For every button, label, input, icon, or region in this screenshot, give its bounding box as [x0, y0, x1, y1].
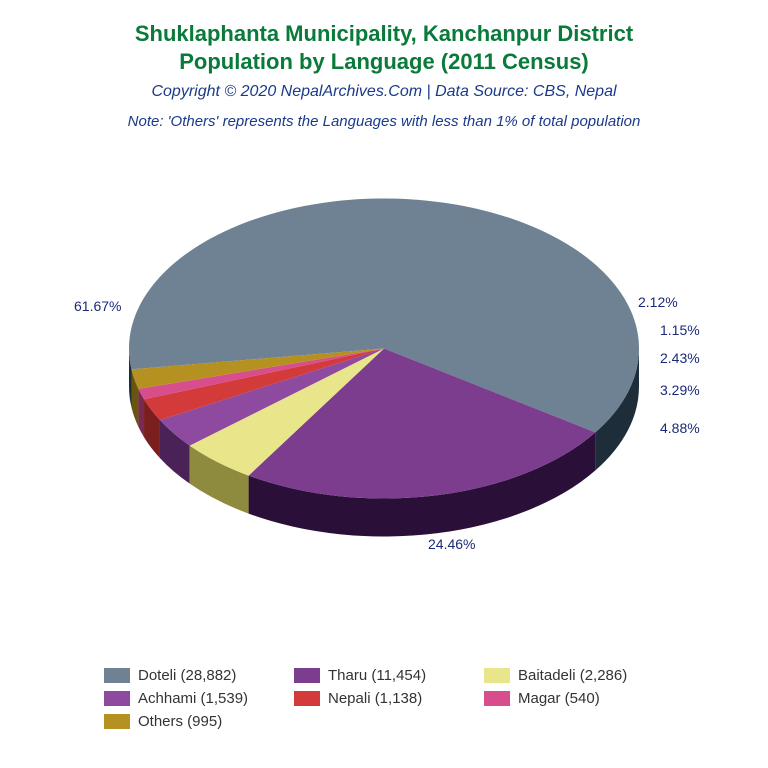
legend-item: Nepali (1,138)	[294, 690, 474, 707]
legend-item: Baitadeli (2,286)	[484, 667, 664, 684]
chart-subtitle: Copyright © 2020 NepalArchives.Com | Dat…	[0, 83, 768, 101]
legend-item: Magar (540)	[484, 690, 664, 707]
pct-label: 4.88%	[660, 420, 700, 436]
legend-swatch	[294, 668, 320, 683]
pct-label: 1.15%	[660, 322, 700, 338]
legend-swatch	[294, 691, 320, 706]
legend-text: Doteli (28,882)	[138, 667, 236, 684]
legend-item: Achhami (1,539)	[104, 690, 284, 707]
pct-label: 3.29%	[660, 382, 700, 398]
legend-swatch	[104, 714, 130, 729]
chart-note: Note: 'Others' represents the Languages …	[0, 113, 768, 130]
legend-swatch	[484, 668, 510, 683]
pie-chart: 61.67% 24.46% 4.88% 3.29% 2.43% 1.15% 2.12%	[0, 160, 768, 580]
legend-text: Magar (540)	[518, 690, 600, 707]
chart-header: Shuklaphanta Municipality, Kanchanpur Di…	[0, 0, 768, 130]
legend-text: Baitadeli (2,286)	[518, 667, 627, 684]
legend: Doteli (28,882) Tharu (11,454) Baitadeli (…	[104, 667, 664, 730]
legend-swatch	[104, 691, 130, 706]
pie-wrap	[119, 189, 649, 552]
legend-item: Tharu (11,454)	[294, 667, 474, 684]
pct-label: 24.46%	[428, 536, 475, 552]
pie-svg	[119, 189, 649, 547]
title-line-1: Shuklaphanta Municipality, Kanchanpur Di…	[135, 21, 633, 46]
legend-text: Achhami (1,539)	[138, 690, 248, 707]
pct-label: 2.43%	[660, 350, 700, 366]
legend-text: Tharu (11,454)	[328, 667, 426, 684]
legend-swatch	[104, 668, 130, 683]
legend-text: Others (995)	[138, 713, 222, 730]
legend-item: Others (995)	[104, 713, 284, 730]
legend-swatch	[484, 691, 510, 706]
pct-label: 2.12%	[638, 294, 678, 310]
pct-label: 61.67%	[74, 298, 121, 314]
legend-text: Nepali (1,138)	[328, 690, 422, 707]
chart-title: Shuklaphanta Municipality, Kanchanpur Di…	[0, 20, 768, 75]
legend-item: Doteli (28,882)	[104, 667, 284, 684]
title-line-2: Population by Language (2011 Census)	[179, 49, 589, 74]
